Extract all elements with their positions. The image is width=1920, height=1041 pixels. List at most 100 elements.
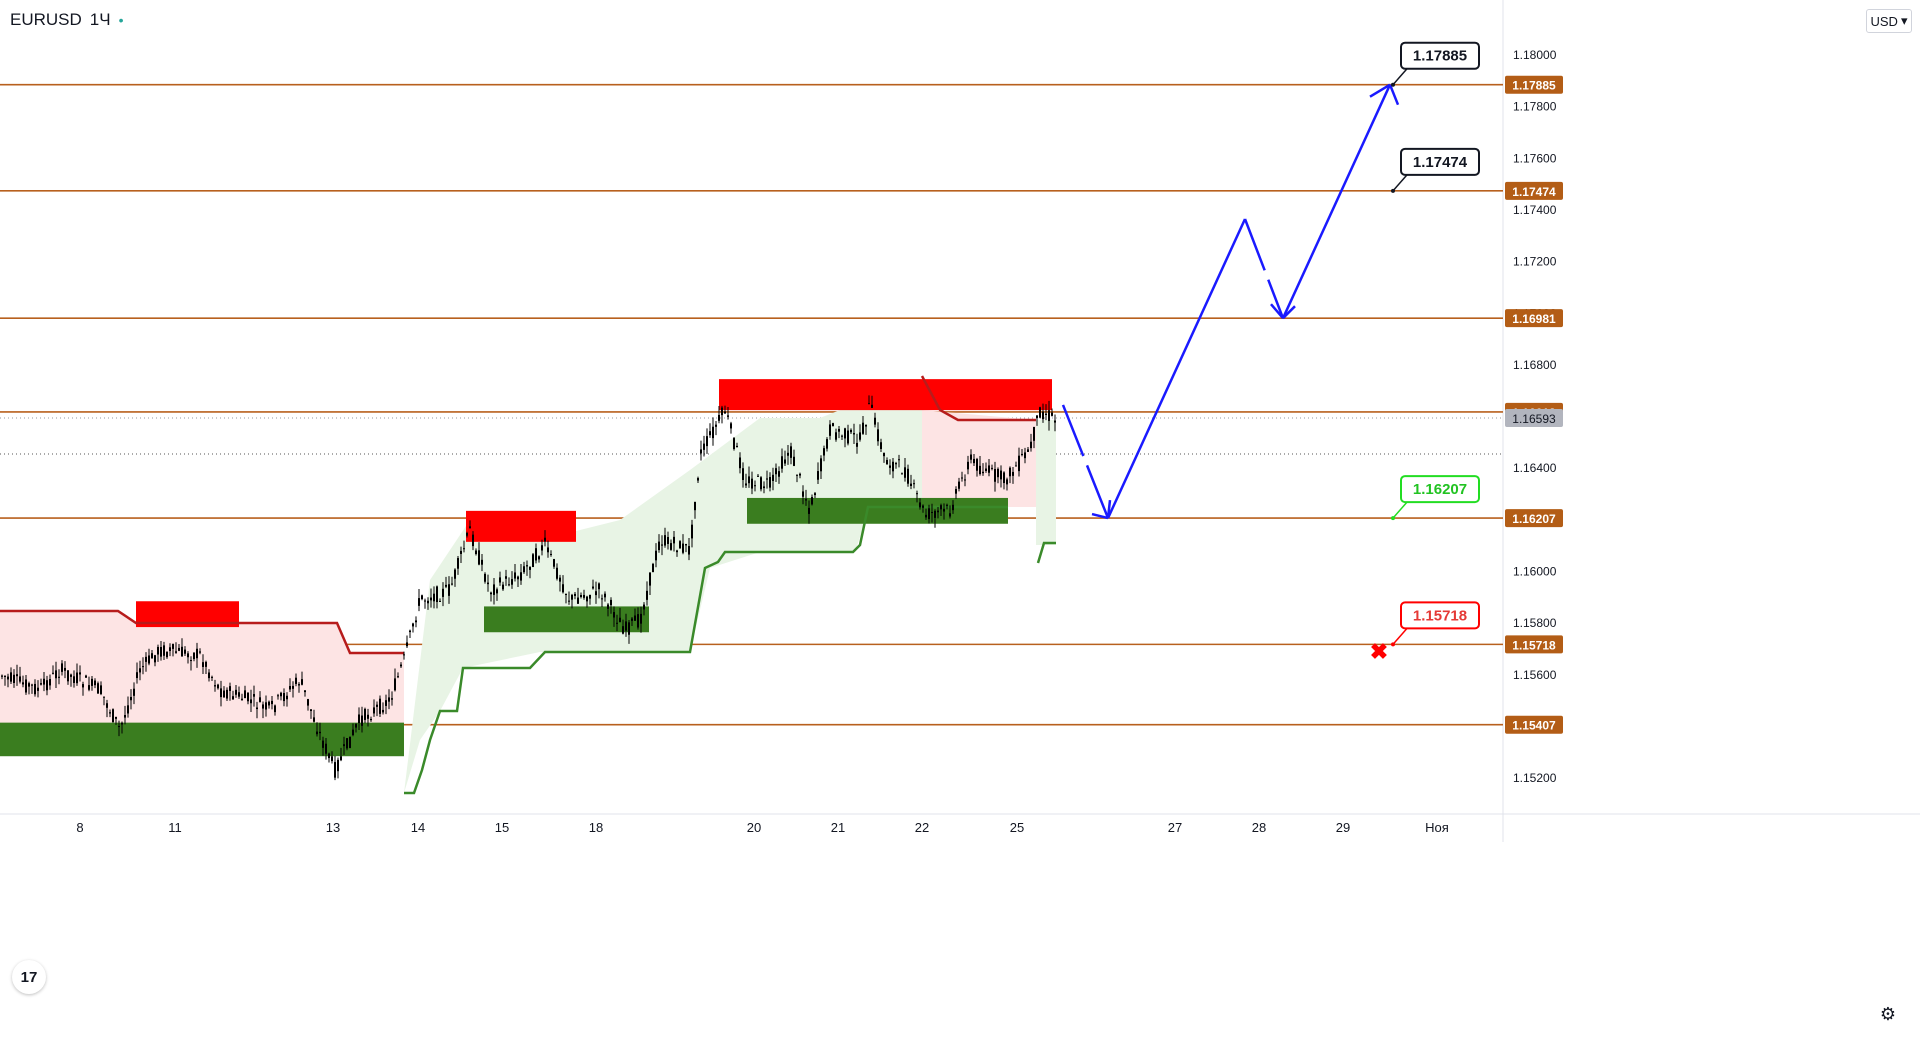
candle-body: [1045, 413, 1047, 415]
candle-body: [550, 553, 552, 555]
candle-body: [712, 426, 714, 439]
candle-body: [25, 679, 27, 693]
candle-body: [517, 576, 519, 580]
candle-body: [232, 696, 234, 700]
candle-body: [862, 422, 864, 434]
candle-body: [760, 477, 762, 490]
candle-body: [157, 646, 159, 655]
forecast-segment: [1061, 404, 1110, 519]
level-price-tag-label: 1.17885: [1512, 79, 1556, 93]
level-price-tag-label: 1.15407: [1512, 719, 1556, 733]
candle-body: [1042, 411, 1044, 420]
candle-body: [49, 679, 51, 686]
candle-body: [811, 497, 813, 505]
callout-anchor: [1391, 642, 1395, 647]
candle-body: [607, 604, 609, 609]
demand-zone: [484, 606, 649, 633]
candle-body: [58, 676, 60, 678]
candle-body: [598, 583, 600, 590]
candle-body: [667, 537, 669, 544]
candle-body: [604, 593, 606, 598]
candle-body: [730, 423, 732, 429]
candle-body: [73, 676, 75, 683]
candle-body: [625, 621, 627, 631]
candle-body: [70, 674, 72, 677]
candle-body: [850, 429, 852, 433]
candle-body: [877, 429, 879, 442]
candle-body: [424, 600, 426, 602]
candle-body: [334, 762, 336, 778]
gear-icon[interactable]: ⚙: [1879, 1004, 1896, 1024]
currency-select[interactable]: USD ▾: [1866, 9, 1912, 33]
level-price-tag: [1505, 181, 1563, 200]
candle-body: [586, 596, 588, 602]
level-price-tag-label: 1.16981: [1512, 312, 1556, 326]
candle-body: [697, 478, 699, 481]
candle-body: [79, 672, 81, 675]
x-tick-label: 25: [1010, 820, 1024, 835]
candle-body: [82, 684, 84, 688]
candle-body: [493, 584, 495, 595]
candle-body: [733, 438, 735, 450]
candle-body: [1051, 412, 1053, 416]
candle-body: [637, 614, 639, 628]
candle-body: [694, 501, 696, 511]
candle-body: [574, 593, 576, 596]
invalidation-x-icon: ✖: [1370, 639, 1388, 664]
symbol-header[interactable]: EURUSD 1Ч •: [10, 10, 124, 30]
candle-body: [199, 651, 201, 653]
candle-body: [571, 594, 573, 600]
y-tick-label: 1.17600: [1513, 151, 1557, 165]
candle-body: [775, 468, 777, 475]
bearish-trail-line: [0, 609, 404, 655]
candle-body: [865, 424, 867, 427]
y-tick-label: 1.18000: [1513, 48, 1557, 62]
demand-zone: [0, 722, 404, 757]
candle-body: [4, 675, 6, 677]
candle-body: [919, 502, 921, 508]
candle-body: [1048, 410, 1050, 421]
candle-body: [439, 600, 441, 602]
x-tick-label: 28: [1252, 820, 1266, 835]
candle-body: [85, 675, 87, 678]
candle-body: [754, 485, 756, 487]
candle-body: [691, 524, 693, 539]
candle-body: [784, 459, 786, 464]
candle-body: [796, 474, 798, 476]
x-tick-label: 8: [76, 820, 83, 835]
symbol-name[interactable]: EURUSD: [10, 10, 82, 29]
candle-body: [613, 612, 615, 618]
callout-pointer: [1392, 174, 1408, 192]
candle-body: [592, 586, 594, 589]
candle-body: [115, 716, 117, 719]
candle-body: [316, 731, 318, 735]
candle-body: [802, 491, 804, 497]
forecast-arrowhead: [1388, 84, 1400, 106]
candle-body: [385, 700, 387, 706]
candle-body: [868, 403, 870, 405]
candle-body: [817, 471, 819, 480]
candle-body: [853, 433, 855, 435]
level-price-tag: [1505, 635, 1563, 654]
candle-body: [226, 689, 228, 699]
candle-body: [202, 662, 204, 667]
candle-body: [601, 598, 603, 600]
logo-text: 17: [20, 968, 38, 986]
candle-body: [214, 685, 216, 687]
candle-body: [55, 670, 57, 679]
candle-body: [148, 655, 150, 664]
candle-body: [397, 676, 399, 678]
interval-label[interactable]: 1Ч: [89, 10, 111, 29]
candle-body: [145, 656, 147, 662]
candle-body: [166, 651, 168, 658]
candle-body: [505, 576, 507, 579]
x-tick-label: 21: [831, 820, 845, 835]
candle-body: [823, 448, 825, 456]
candle-body: [706, 436, 708, 447]
candle-body: [661, 544, 663, 546]
supply-zone: [719, 379, 1052, 411]
candle-body: [808, 507, 810, 514]
candle-body: [427, 600, 429, 604]
